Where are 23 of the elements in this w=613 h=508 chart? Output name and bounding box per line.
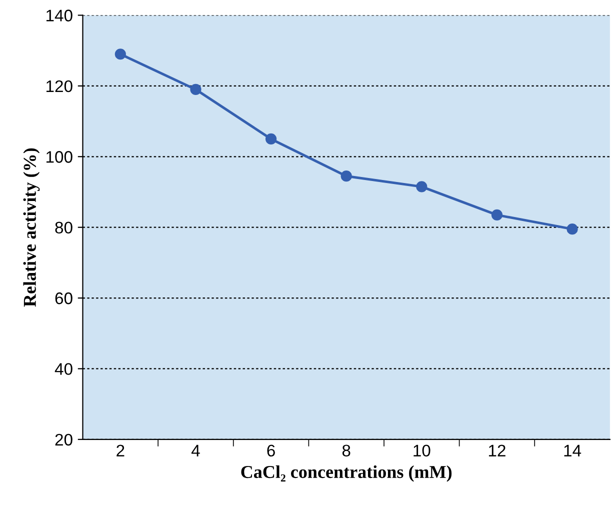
point (265, 133, 277, 145)
y-tick-label: 80 (55, 222, 72, 234)
point (114, 48, 126, 60)
x-tick-label: 14 (564, 444, 582, 456)
point (566, 224, 578, 235)
y-tick-label: 40 (54, 363, 72, 375)
y-tick-label: 60 (55, 292, 72, 304)
x-axis-title: CaCl₂ concentrations (mM) (241, 465, 452, 482)
y-tick-label: 20 (55, 434, 72, 446)
point (491, 209, 503, 221)
x-tick-label: 6 (267, 444, 275, 457)
x-tick-label: 8 (342, 444, 350, 457)
y-tick-label: 100 (46, 151, 72, 163)
y-tick-label: 120 (46, 80, 72, 92)
y-tick-label: 140 (46, 10, 72, 22)
x-tick-label: 12 (488, 444, 506, 456)
point (416, 181, 428, 192)
point (340, 170, 352, 182)
x-tick-label: 2 (116, 444, 124, 456)
x-tick-label: 4 (191, 444, 200, 456)
x-tick-label: 10 (414, 444, 430, 457)
y-axis-title: Relative activity (%) (23, 148, 40, 307)
point (190, 84, 202, 96)
